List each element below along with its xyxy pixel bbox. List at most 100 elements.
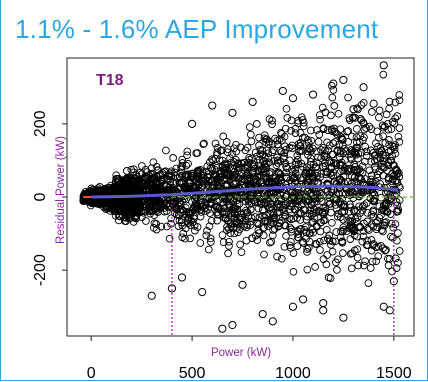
residual-point (389, 161, 397, 170)
residual-point (177, 163, 185, 172)
residual-point (294, 227, 302, 236)
residual-point (379, 132, 387, 141)
residual-point (346, 235, 355, 243)
residual-point (358, 202, 367, 211)
residual-point (312, 158, 321, 167)
residual-point (280, 242, 289, 251)
residual-point (385, 136, 393, 144)
residual-point (224, 249, 232, 258)
residual-point (364, 279, 373, 287)
residual-point (257, 166, 266, 174)
residual-point (277, 254, 286, 263)
residual-point (348, 249, 356, 258)
residual-point (285, 201, 294, 210)
residual-point (375, 113, 383, 122)
residual-point (269, 146, 277, 155)
residual-point (361, 257, 369, 266)
residual-point (179, 229, 188, 238)
residual-point (255, 229, 263, 237)
residual-point (375, 106, 384, 115)
residual-point (155, 197, 163, 206)
residual-point (394, 229, 402, 237)
residual-point (268, 120, 276, 129)
residual-point (372, 257, 381, 266)
residual-point (356, 132, 365, 140)
residual-point (220, 213, 228, 222)
residual-point (263, 217, 272, 226)
residual-point (204, 205, 212, 214)
residual-point (315, 130, 324, 139)
residual-point (121, 176, 130, 184)
residual-point (281, 200, 290, 209)
residual-point (377, 193, 386, 202)
residual-point (319, 255, 328, 263)
residual-point (282, 232, 290, 240)
residual-point (170, 179, 178, 188)
residual-point (280, 221, 289, 230)
outlier-point (228, 320, 237, 330)
residual-point (291, 169, 300, 178)
residual-point (304, 139, 313, 147)
residual-point (289, 214, 298, 223)
residual-point (297, 159, 306, 168)
residual-point (380, 201, 388, 210)
residual-point (327, 171, 336, 180)
residual-point (282, 104, 291, 113)
residual-point (247, 137, 256, 146)
residual-point (203, 173, 212, 181)
residual-point (371, 178, 380, 186)
residual-point (307, 192, 315, 200)
residual-point (283, 114, 292, 122)
residual-point (389, 233, 397, 242)
residual-point (360, 219, 368, 228)
residual-point (344, 137, 353, 146)
residual-point (138, 162, 146, 170)
residual-point (307, 126, 315, 135)
residual-point (348, 132, 356, 141)
residual-point (359, 119, 368, 128)
residual-point (166, 169, 174, 178)
residual-point (264, 178, 272, 187)
outlier-point (208, 101, 217, 110)
residual-point (245, 153, 253, 162)
residual-point (178, 159, 187, 167)
residual-point (361, 157, 369, 166)
residual-point (259, 224, 268, 233)
residual-point (226, 220, 235, 228)
residual-point (124, 210, 133, 219)
residual-point (321, 203, 330, 212)
residual-point (245, 200, 254, 209)
residual-point (328, 247, 337, 256)
residual-point (183, 151, 191, 160)
residual-point (322, 170, 331, 179)
outlier-point (198, 288, 207, 297)
residual-point (237, 191, 246, 199)
y-axis-title: Residual Power (kW) (55, 136, 67, 244)
residual-point (142, 181, 151, 190)
residual-point (316, 246, 324, 254)
residual-point (249, 167, 257, 175)
residual-point (241, 146, 250, 155)
residual-point (213, 216, 221, 225)
residual-point (379, 70, 388, 79)
residual-point (260, 153, 269, 162)
residual-point (274, 203, 282, 212)
residual-point (357, 148, 366, 157)
residual-point (224, 225, 233, 233)
residual-point (263, 190, 271, 199)
residual-point (332, 258, 340, 267)
residual-point (394, 132, 403, 141)
residual-point (290, 205, 299, 214)
residual-point (382, 246, 390, 254)
outlier-point (218, 324, 227, 333)
residual-point (273, 252, 281, 261)
residual-point (294, 233, 303, 242)
residual-point (255, 155, 264, 164)
residual-point (236, 213, 245, 222)
residual-point (279, 185, 287, 193)
residual-point (232, 147, 241, 156)
residual-point (142, 203, 151, 211)
residual-point (391, 98, 400, 107)
residual-point (165, 185, 173, 194)
residual-point (395, 247, 404, 255)
